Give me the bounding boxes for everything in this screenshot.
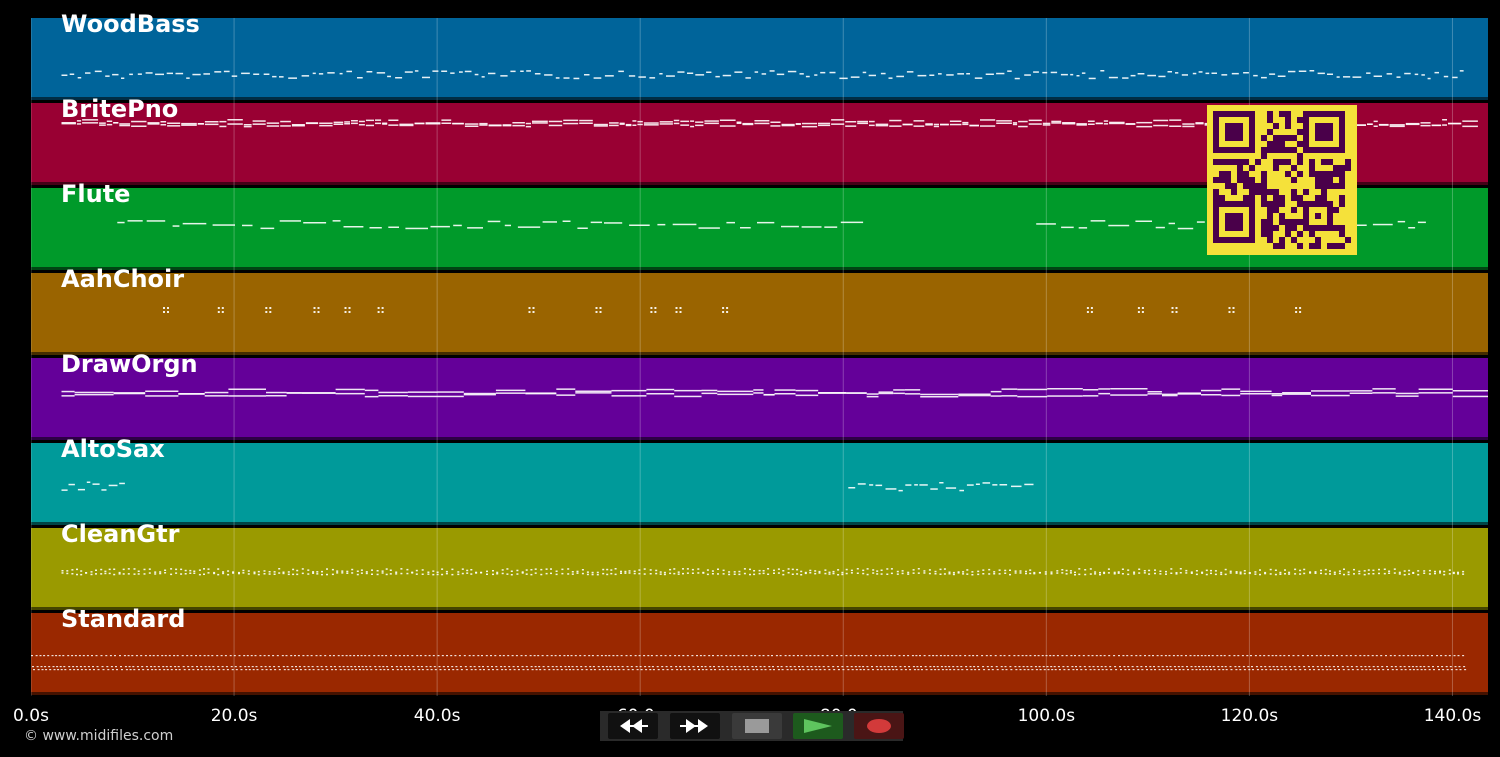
tick-label: 40.0s bbox=[413, 706, 461, 726]
record-icon bbox=[867, 719, 891, 733]
copyright-text: © www.midifiles.com bbox=[24, 728, 174, 744]
track-woodbass[interactable]: WoodBass bbox=[31, 10, 1488, 100]
tick-label: 0.0s bbox=[13, 706, 49, 726]
track-aahchoir[interactable]: AahChoir bbox=[31, 265, 1488, 355]
track-name: Standard bbox=[61, 605, 186, 633]
record-button[interactable] bbox=[854, 713, 904, 739]
track-name: AltoSax bbox=[61, 435, 165, 463]
track-altosax[interactable]: AltoSax bbox=[31, 435, 1488, 525]
tick-label: 120.0s bbox=[1220, 706, 1279, 726]
track-draworgn[interactable]: DrawOrgn bbox=[31, 350, 1488, 440]
play-button[interactable] bbox=[793, 713, 843, 739]
stop-button[interactable] bbox=[732, 713, 782, 739]
rewind-icon bbox=[620, 719, 648, 733]
tracks-area: WoodBass BritePno Flute AahChoir DrawOrgn Alt… bbox=[31, 10, 1488, 696]
qr-code-icon[interactable] bbox=[1207, 104, 1357, 256]
transport-controls bbox=[600, 711, 904, 741]
track-name: CleanGtr bbox=[61, 520, 180, 548]
stop-icon bbox=[745, 719, 769, 733]
tick-label: 140.0s bbox=[1423, 706, 1482, 726]
track-name: Flute bbox=[61, 180, 131, 208]
fast-forward-button[interactable] bbox=[670, 713, 720, 739]
tick-label: 20.0s bbox=[210, 706, 258, 726]
track-name: DrawOrgn bbox=[61, 350, 198, 378]
track-standard[interactable]: Standard bbox=[31, 605, 1488, 695]
track-name: AahChoir bbox=[61, 265, 185, 293]
play-icon bbox=[804, 719, 832, 733]
track-name: WoodBass bbox=[61, 10, 200, 38]
track-cleangtr[interactable]: CleanGtr bbox=[31, 520, 1488, 610]
track-name: BritePno bbox=[61, 95, 179, 123]
rewind-button[interactable] bbox=[608, 713, 658, 739]
fast-forward-icon bbox=[680, 719, 708, 733]
tick-label: 100.0s bbox=[1017, 706, 1076, 726]
